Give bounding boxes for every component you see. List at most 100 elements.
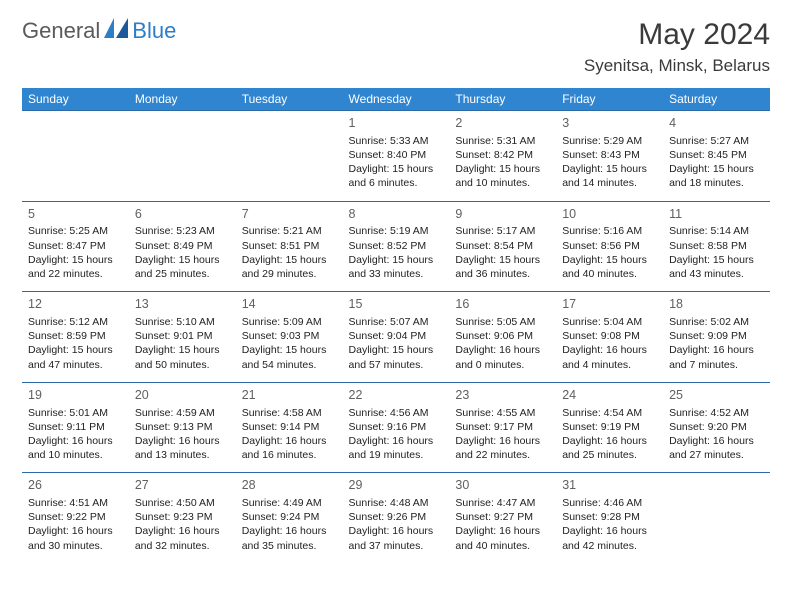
sunset-line: Sunset: 8:40 PM bbox=[349, 148, 444, 162]
daylight-line: Daylight: 16 hours and 4 minutes. bbox=[562, 343, 657, 371]
sunrise-line: Sunrise: 5:16 AM bbox=[562, 224, 657, 238]
day-number: 26 bbox=[28, 477, 123, 494]
day-header: Sunday bbox=[22, 88, 129, 111]
sunset-line: Sunset: 9:26 PM bbox=[349, 510, 444, 524]
daylight-line: Daylight: 16 hours and 37 minutes. bbox=[349, 524, 444, 552]
daylight-line: Daylight: 16 hours and 25 minutes. bbox=[562, 434, 657, 462]
day-header: Saturday bbox=[663, 88, 770, 111]
day-details: Sunrise: 5:27 AMSunset: 8:45 PMDaylight:… bbox=[669, 134, 764, 191]
sunset-line: Sunset: 8:43 PM bbox=[562, 148, 657, 162]
day-cell: 14Sunrise: 5:09 AMSunset: 9:03 PMDayligh… bbox=[236, 292, 343, 383]
day-details: Sunrise: 4:58 AMSunset: 9:14 PMDaylight:… bbox=[242, 406, 337, 463]
daylight-line: Daylight: 16 hours and 30 minutes. bbox=[28, 524, 123, 552]
day-details: Sunrise: 5:17 AMSunset: 8:54 PMDaylight:… bbox=[455, 224, 550, 281]
day-details: Sunrise: 5:19 AMSunset: 8:52 PMDaylight:… bbox=[349, 224, 444, 281]
day-cell: 3Sunrise: 5:29 AMSunset: 8:43 PMDaylight… bbox=[556, 111, 663, 202]
sunset-line: Sunset: 9:19 PM bbox=[562, 420, 657, 434]
day-number: 2 bbox=[455, 115, 550, 132]
sunset-line: Sunset: 8:59 PM bbox=[28, 329, 123, 343]
location: Syenitsa, Minsk, Belarus bbox=[584, 56, 770, 76]
day-cell: 18Sunrise: 5:02 AMSunset: 9:09 PMDayligh… bbox=[663, 292, 770, 383]
sunset-line: Sunset: 9:23 PM bbox=[135, 510, 230, 524]
day-number: 30 bbox=[455, 477, 550, 494]
sunrise-line: Sunrise: 4:49 AM bbox=[242, 496, 337, 510]
day-cell bbox=[236, 111, 343, 202]
day-details: Sunrise: 4:52 AMSunset: 9:20 PMDaylight:… bbox=[669, 406, 764, 463]
day-cell: 12Sunrise: 5:12 AMSunset: 8:59 PMDayligh… bbox=[22, 292, 129, 383]
day-cell bbox=[663, 473, 770, 563]
day-cell: 4 Sunrise: 5:27 AMSunset: 8:45 PMDaylight… bbox=[663, 111, 770, 202]
day-number: 4 bbox=[669, 115, 764, 132]
day-cell bbox=[22, 111, 129, 202]
daylight-line: Daylight: 15 hours and 18 minutes. bbox=[669, 162, 764, 190]
daylight-line: Daylight: 15 hours and 50 minutes. bbox=[135, 343, 230, 371]
day-details: Sunrise: 5:33 AMSunset: 8:40 PMDaylight:… bbox=[349, 134, 444, 191]
day-number: 16 bbox=[455, 296, 550, 313]
day-details: Sunrise: 5:02 AMSunset: 9:09 PMDaylight:… bbox=[669, 315, 764, 372]
sunrise-line: Sunrise: 5:09 AM bbox=[242, 315, 337, 329]
month-title: May 2024 bbox=[584, 18, 770, 52]
day-number: 15 bbox=[349, 296, 444, 313]
day-details: Sunrise: 5:23 AMSunset: 8:49 PMDaylight:… bbox=[135, 224, 230, 281]
sunrise-line: Sunrise: 5:04 AM bbox=[562, 315, 657, 329]
sunrise-line: Sunrise: 4:58 AM bbox=[242, 406, 337, 420]
sunset-line: Sunset: 8:58 PM bbox=[669, 239, 764, 253]
daylight-line: Daylight: 16 hours and 13 minutes. bbox=[135, 434, 230, 462]
day-number: 7 bbox=[242, 206, 337, 223]
day-details: Sunrise: 5:12 AMSunset: 8:59 PMDaylight:… bbox=[28, 315, 123, 372]
day-number: 5 bbox=[28, 206, 123, 223]
sunrise-line: Sunrise: 5:10 AM bbox=[135, 315, 230, 329]
day-cell bbox=[129, 111, 236, 202]
sunrise-line: Sunrise: 5:25 AM bbox=[28, 224, 123, 238]
daylight-line: Daylight: 16 hours and 42 minutes. bbox=[562, 524, 657, 552]
day-number: 14 bbox=[242, 296, 337, 313]
sunrise-line: Sunrise: 5:19 AM bbox=[349, 224, 444, 238]
day-details: Sunrise: 5:29 AMSunset: 8:43 PMDaylight:… bbox=[562, 134, 657, 191]
day-details: Sunrise: 4:59 AMSunset: 9:13 PMDaylight:… bbox=[135, 406, 230, 463]
sunset-line: Sunset: 8:45 PM bbox=[669, 148, 764, 162]
day-header: Thursday bbox=[449, 88, 556, 111]
day-cell: 23Sunrise: 4:55 AMSunset: 9:17 PMDayligh… bbox=[449, 382, 556, 473]
sunset-line: Sunset: 8:54 PM bbox=[455, 239, 550, 253]
sunset-line: Sunset: 8:51 PM bbox=[242, 239, 337, 253]
daylight-line: Daylight: 16 hours and 40 minutes. bbox=[455, 524, 550, 552]
sunrise-line: Sunrise: 5:29 AM bbox=[562, 134, 657, 148]
week-row: 19Sunrise: 5:01 AMSunset: 9:11 PMDayligh… bbox=[22, 382, 770, 473]
daylight-line: Daylight: 15 hours and 10 minutes. bbox=[455, 162, 550, 190]
day-cell: 22Sunrise: 4:56 AMSunset: 9:16 PMDayligh… bbox=[343, 382, 450, 473]
sunrise-line: Sunrise: 4:46 AM bbox=[562, 496, 657, 510]
day-cell: 2Sunrise: 5:31 AMSunset: 8:42 PMDaylight… bbox=[449, 111, 556, 202]
day-cell: 8Sunrise: 5:19 AMSunset: 8:52 PMDaylight… bbox=[343, 201, 450, 292]
day-cell: 1Sunrise: 5:33 AMSunset: 8:40 PMDaylight… bbox=[343, 111, 450, 202]
day-details: Sunrise: 4:49 AMSunset: 9:24 PMDaylight:… bbox=[242, 496, 337, 553]
logo-sail-icon bbox=[104, 18, 130, 40]
day-number: 11 bbox=[669, 206, 764, 223]
day-cell: 20Sunrise: 4:59 AMSunset: 9:13 PMDayligh… bbox=[129, 382, 236, 473]
sunset-line: Sunset: 8:47 PM bbox=[28, 239, 123, 253]
day-cell: 10Sunrise: 5:16 AMSunset: 8:56 PMDayligh… bbox=[556, 201, 663, 292]
day-cell: 5Sunrise: 5:25 AMSunset: 8:47 PMDaylight… bbox=[22, 201, 129, 292]
week-row: 12Sunrise: 5:12 AMSunset: 8:59 PMDayligh… bbox=[22, 292, 770, 383]
daylight-line: Daylight: 15 hours and 22 minutes. bbox=[28, 253, 123, 281]
sunset-line: Sunset: 9:20 PM bbox=[669, 420, 764, 434]
sunrise-line: Sunrise: 5:07 AM bbox=[349, 315, 444, 329]
sunrise-line: Sunrise: 5:23 AM bbox=[135, 224, 230, 238]
day-number: 25 bbox=[669, 387, 764, 404]
sunset-line: Sunset: 9:24 PM bbox=[242, 510, 337, 524]
day-details: Sunrise: 5:07 AMSunset: 9:04 PMDaylight:… bbox=[349, 315, 444, 372]
daylight-line: Daylight: 15 hours and 29 minutes. bbox=[242, 253, 337, 281]
day-header: Friday bbox=[556, 88, 663, 111]
sunrise-line: Sunrise: 4:54 AM bbox=[562, 406, 657, 420]
day-number: 24 bbox=[562, 387, 657, 404]
logo: General Blue bbox=[22, 18, 176, 44]
calendar-table: Sunday Monday Tuesday Wednesday Thursday… bbox=[22, 88, 770, 563]
day-header: Wednesday bbox=[343, 88, 450, 111]
day-header-row: Sunday Monday Tuesday Wednesday Thursday… bbox=[22, 88, 770, 111]
day-cell: 7Sunrise: 5:21 AMSunset: 8:51 PMDaylight… bbox=[236, 201, 343, 292]
day-cell: 11Sunrise: 5:14 AMSunset: 8:58 PMDayligh… bbox=[663, 201, 770, 292]
sunrise-line: Sunrise: 4:47 AM bbox=[455, 496, 550, 510]
day-header: Monday bbox=[129, 88, 236, 111]
day-cell: 27Sunrise: 4:50 AMSunset: 9:23 PMDayligh… bbox=[129, 473, 236, 563]
day-cell: 25 Sunrise: 4:52 AMSunset: 9:20 PMDayligh… bbox=[663, 382, 770, 473]
day-number: 22 bbox=[349, 387, 444, 404]
